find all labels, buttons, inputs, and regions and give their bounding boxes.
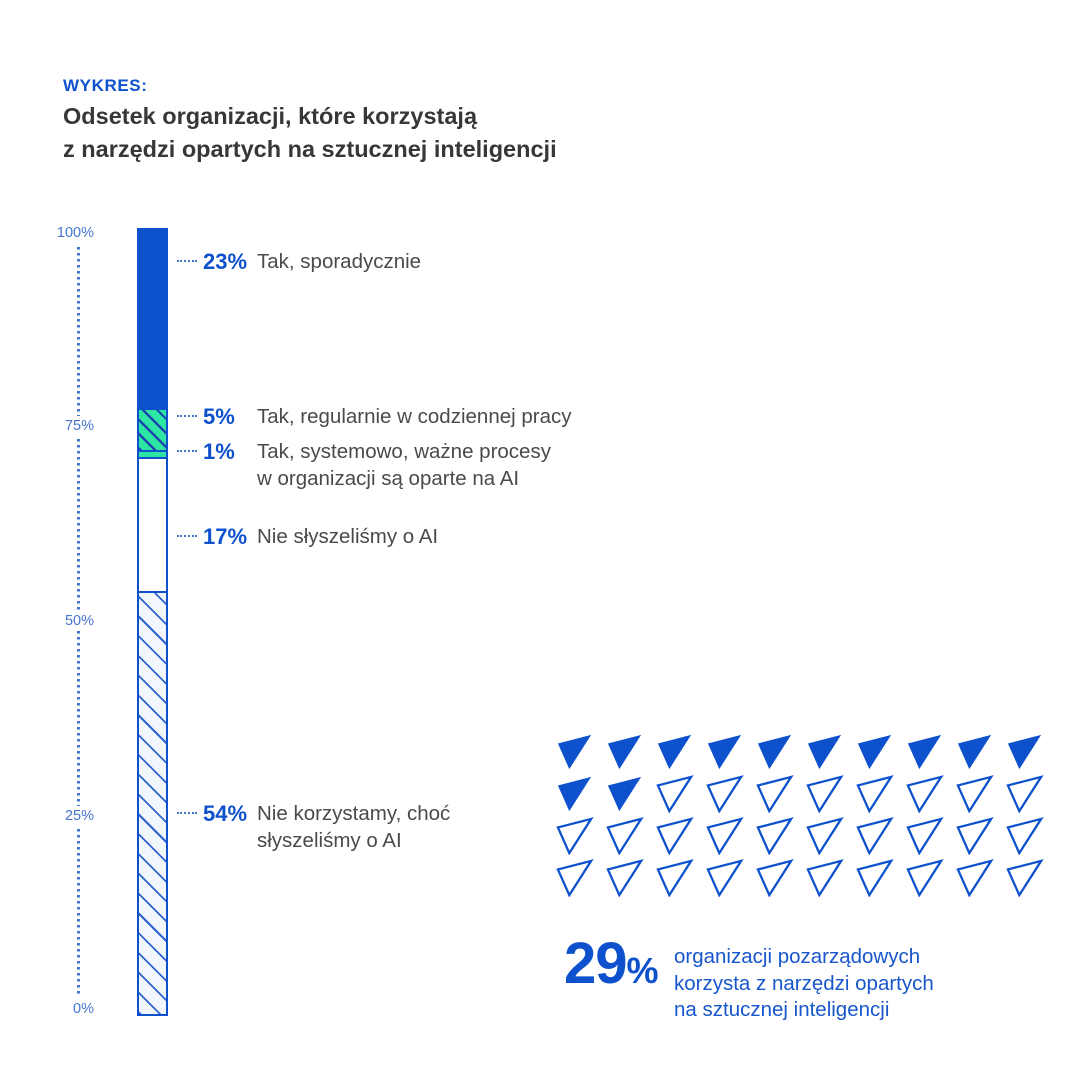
segment-label-row-5: 54% Nie korzystamy, choć słyszeliśmy o A… (177, 800, 450, 854)
triangle-outline-icon (856, 775, 894, 813)
triangle-outline-icon (606, 817, 644, 855)
segment-label: Nie korzystamy, choć (257, 802, 451, 825)
leader-dots-icon (177, 260, 197, 262)
segment-label: Tak, systemowo, ważne procesy (257, 440, 551, 463)
leader-dots-icon (177, 415, 197, 417)
triangle-outline-icon (956, 859, 994, 897)
bar-segment-hatched-white (139, 590, 166, 1014)
segment-label: Nie słyszeliśmy o AI (257, 525, 439, 548)
segment-label: Tak, sporadycznie (257, 250, 422, 273)
triangle-outline-icon (706, 859, 744, 897)
triangle-outline-icon (756, 859, 794, 897)
bar-segment-hatched-green (139, 410, 166, 450)
triangle-filled-icon (607, 734, 642, 770)
callout-text-line3: na sztucznej inteligencji (674, 998, 890, 1021)
triangle-filled-icon (557, 776, 592, 812)
chart-title-line2: z narzędzi opartych na sztucznej intelig… (63, 136, 557, 162)
segment-percent: 54% (203, 801, 248, 826)
triangle-outline-icon (806, 859, 844, 897)
triangle-filled-icon (957, 734, 992, 770)
triangle-filled-icon (657, 734, 692, 770)
bar-segment-outline-white (139, 457, 166, 591)
triangle-outline-icon (806, 817, 844, 855)
segment-percent: 17% (203, 524, 248, 549)
callout-number: 29 (564, 931, 628, 996)
triangle-filled-icon (757, 734, 792, 770)
callout-text-line1: organizacji pozarządowych (674, 945, 921, 968)
axis-tick-25: 25% (30, 806, 94, 826)
bar-segment-solid-blue (139, 230, 166, 411)
triangle-outline-icon (856, 859, 894, 897)
triangle-outline-icon (806, 775, 844, 813)
triangle-outline-icon (606, 859, 644, 897)
triangle-outline-icon (706, 817, 744, 855)
triangle-outline-icon (856, 817, 894, 855)
triangle-filled-icon (807, 734, 842, 770)
segment-percent: 5% (203, 404, 235, 429)
segment-percent: 23% (203, 249, 248, 274)
segment-percent: 1% (203, 439, 235, 464)
triangle-outline-icon (1006, 775, 1044, 813)
leader-dots-icon (177, 450, 197, 452)
triangle-outline-icon (656, 775, 694, 813)
axis-tick-50: 50% (30, 611, 94, 631)
triangle-outline-icon (756, 775, 794, 813)
callout-percent-sign: % (626, 950, 659, 991)
triangle-outline-icon (656, 859, 694, 897)
triangle-outline-icon (706, 775, 744, 813)
leader-dots-icon (177, 812, 197, 814)
segment-label-line2: słyszeliśmy o AI (257, 829, 402, 852)
triangle-outline-icon (906, 775, 944, 813)
triangle-filled-icon (707, 734, 742, 770)
triangle-outline-icon (756, 817, 794, 855)
segment-label-line2: w organizacji są oparte na AI (257, 467, 520, 490)
segment-label-row-1: 23% Tak, sporadycznie (177, 248, 421, 275)
bar-segment-solid-green (139, 449, 166, 458)
segment-label-row-3: 1% Tak, systemowo, ważne procesy w organ… (177, 438, 551, 492)
callout-text-line2: korzysta z narzędzi opartych (674, 971, 934, 995)
triangle-outline-icon (556, 817, 594, 855)
segment-label-row-2: 5% Tak, regularnie w codziennej pracy (177, 403, 572, 430)
stacked-bar (137, 228, 168, 1016)
triangle-outline-icon (906, 817, 944, 855)
callout-value: 29% (564, 930, 659, 997)
triangle-filled-icon (907, 734, 942, 770)
triangle-filled-icon (857, 734, 892, 770)
triangle-outline-icon (956, 775, 994, 813)
pictogram-grid (556, 733, 1044, 897)
chart-title: Odsetek organizacji, które korzystają z … (63, 100, 557, 166)
leader-dots-icon (177, 535, 197, 537)
triangle-filled-icon (607, 776, 642, 812)
chart-kicker: WYKRES: (63, 76, 148, 95)
chart-title-line1: Odsetek organizacji, które korzystają (63, 103, 478, 129)
axis-tick-0: 0% (30, 999, 94, 1019)
triangle-outline-icon (556, 859, 594, 897)
segment-label: Tak, regularnie w codziennej pracy (257, 405, 572, 428)
triangle-outline-icon (956, 817, 994, 855)
triangle-filled-icon (1007, 734, 1042, 770)
callout-text: organizacji pozarządowych korzysta z nar… (674, 944, 934, 1024)
triangle-outline-icon (1006, 817, 1044, 855)
triangle-outline-icon (656, 817, 694, 855)
segment-label-row-4: 17% Nie słyszeliśmy o AI (177, 523, 438, 550)
triangle-filled-icon (557, 734, 592, 770)
axis-tick-100: 100% (30, 223, 94, 243)
axis-tick-75: 75% (30, 416, 94, 436)
triangle-outline-icon (906, 859, 944, 897)
triangle-outline-icon (1006, 859, 1044, 897)
